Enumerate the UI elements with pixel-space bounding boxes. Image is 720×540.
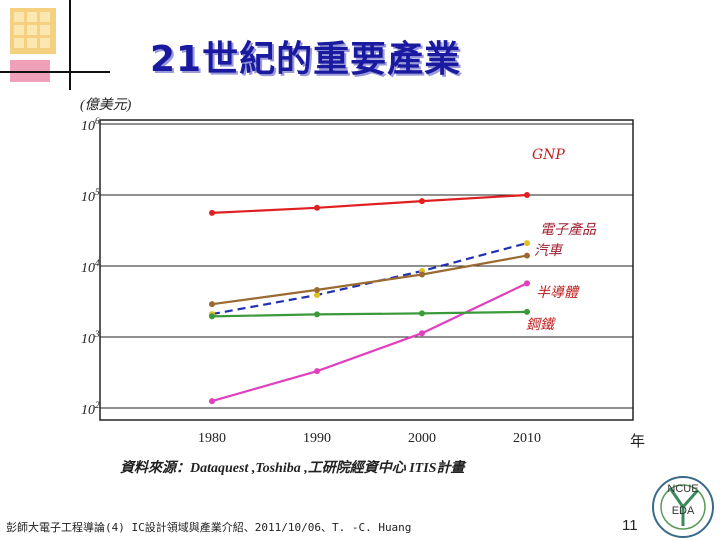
data-point	[314, 311, 320, 318]
x-tick-label: 2000	[408, 431, 436, 446]
data-point	[314, 292, 320, 299]
x-tick-label: 1990	[303, 431, 331, 446]
ncue-eda-logo: NCUE EDA	[652, 476, 714, 538]
unit-label: (億美元)	[80, 98, 132, 113]
series-line	[211, 310, 528, 318]
series-label: 鋼鐵	[526, 317, 556, 333]
x-axis-unit: 年	[630, 432, 645, 450]
series-label: 汽車	[534, 243, 564, 259]
series-line	[211, 242, 528, 316]
x-tick-label: 2010	[513, 431, 541, 446]
data-point	[419, 330, 425, 337]
y-tick-exponent: 3	[94, 329, 100, 339]
y-tick-label: 105	[81, 187, 100, 205]
source-note: 資料來源：Dataquest ,Toshiba ,工研院經資中心 ITIS計畫	[120, 461, 465, 476]
footer-text: 彭師大電子工程導論(4) IC設計領域與產業介紹、2011/10/06、T. -…	[6, 521, 412, 534]
y-tick-label: 104	[81, 258, 100, 276]
y-tick-exponent: 5	[95, 187, 100, 197]
series-label: GNP	[532, 147, 565, 163]
plot-frame	[99, 119, 634, 421]
series-label: 半導體	[536, 285, 580, 301]
y-tick-base: 10	[81, 119, 95, 134]
data-point	[419, 198, 425, 205]
data-point	[209, 398, 215, 405]
y-tick-label: 106	[81, 116, 100, 134]
data-point	[524, 252, 530, 259]
series-label: 電子產品	[540, 222, 597, 238]
y-tick-base: 10	[81, 261, 95, 276]
corner-decoration	[0, 0, 110, 90]
y-tick-exponent: 4	[95, 258, 100, 268]
y-tick-base: 10	[81, 403, 95, 418]
data-point	[209, 313, 215, 320]
x-tick-label: 1980	[198, 431, 226, 446]
logo-text-bottom: EDA	[672, 505, 695, 517]
data-point	[209, 209, 215, 216]
logo-text-top: NCUE	[667, 483, 698, 495]
data-point	[419, 271, 425, 278]
data-point	[419, 310, 425, 317]
data-point	[314, 204, 320, 211]
data-point	[209, 301, 215, 308]
y-tick-label: 103	[81, 329, 100, 347]
y-tick-label: 102	[81, 400, 100, 418]
series-line	[211, 193, 528, 214]
data-point	[314, 368, 320, 375]
data-point	[524, 192, 530, 198]
slide-title: 21世紀的重要產業	[150, 39, 462, 80]
y-tick-base: 10	[81, 332, 95, 347]
y-tick-exponent: 6	[95, 116, 100, 126]
y-tick-exponent: 2	[95, 400, 100, 410]
y-tick-base: 10	[81, 190, 95, 205]
data-point	[524, 308, 530, 315]
series-line	[211, 254, 528, 306]
data-point	[524, 240, 530, 247]
series-line	[211, 282, 528, 403]
page-number: 11	[622, 517, 638, 534]
data-point	[314, 286, 320, 293]
data-point	[524, 280, 530, 287]
